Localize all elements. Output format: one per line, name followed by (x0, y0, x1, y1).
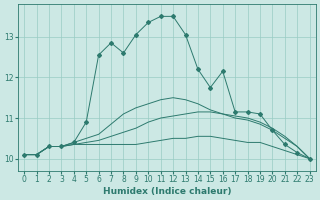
X-axis label: Humidex (Indice chaleur): Humidex (Indice chaleur) (103, 187, 231, 196)
